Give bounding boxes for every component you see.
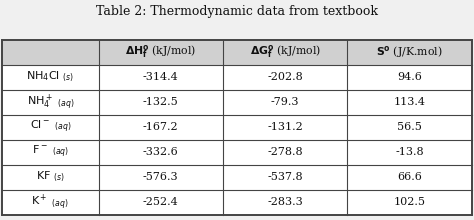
Bar <box>2 115 472 139</box>
Text: 94.6: 94.6 <box>397 72 422 82</box>
Text: -167.2: -167.2 <box>143 122 179 132</box>
Text: $\mathrm{NH_4Cl}$ $_{(s)}$: $\mathrm{NH_4Cl}$ $_{(s)}$ <box>27 70 74 84</box>
Bar <box>2 139 472 165</box>
Text: -132.5: -132.5 <box>143 97 179 107</box>
Text: -576.3: -576.3 <box>143 172 179 182</box>
Text: $\mathrm{F^-}$ $_{(aq)}$: $\mathrm{F^-}$ $_{(aq)}$ <box>32 144 69 160</box>
Text: 66.6: 66.6 <box>397 172 422 182</box>
Text: $\mathrm{K^+}$ $_{(aq)}$: $\mathrm{K^+}$ $_{(aq)}$ <box>31 192 70 212</box>
Bar <box>2 65 472 90</box>
Bar <box>2 165 472 189</box>
Text: -202.8: -202.8 <box>267 72 303 82</box>
Text: $\mathrm{KF}$ $_{(s)}$: $\mathrm{KF}$ $_{(s)}$ <box>36 170 65 184</box>
Text: $\mathbf{\Delta G_f^o}$ (kJ/mol): $\mathbf{\Delta G_f^o}$ (kJ/mol) <box>250 44 320 60</box>
Text: -278.8: -278.8 <box>267 147 303 157</box>
Text: Table 2: Thermodynamic data from textbook: Table 2: Thermodynamic data from textboo… <box>96 6 378 18</box>
Text: -283.3: -283.3 <box>267 197 303 207</box>
Bar <box>2 40 472 214</box>
Text: -79.3: -79.3 <box>271 97 300 107</box>
Text: -332.6: -332.6 <box>143 147 179 157</box>
Text: $\mathrm{NH_4^+}$ $_{(aq)}$: $\mathrm{NH_4^+}$ $_{(aq)}$ <box>27 92 74 112</box>
Bar <box>2 90 472 115</box>
Text: $\mathbf{\Delta H_f^o}$ (kJ/mol): $\mathbf{\Delta H_f^o}$ (kJ/mol) <box>125 44 196 60</box>
Text: -537.8: -537.8 <box>267 172 303 182</box>
Text: 102.5: 102.5 <box>393 197 426 207</box>
Bar <box>2 40 472 65</box>
Text: -314.4: -314.4 <box>143 72 179 82</box>
Text: 113.4: 113.4 <box>393 97 426 107</box>
Text: 56.5: 56.5 <box>397 122 422 132</box>
Bar <box>2 189 472 214</box>
Text: $\mathbf{S^o}$ (J/K.mol): $\mathbf{S^o}$ (J/K.mol) <box>376 44 443 60</box>
Text: -252.4: -252.4 <box>143 197 179 207</box>
Text: -13.8: -13.8 <box>395 147 424 157</box>
Text: -131.2: -131.2 <box>267 122 303 132</box>
Text: $\mathrm{Cl^-}$ $_{(aq)}$: $\mathrm{Cl^-}$ $_{(aq)}$ <box>30 119 71 135</box>
Bar <box>2 40 472 214</box>
